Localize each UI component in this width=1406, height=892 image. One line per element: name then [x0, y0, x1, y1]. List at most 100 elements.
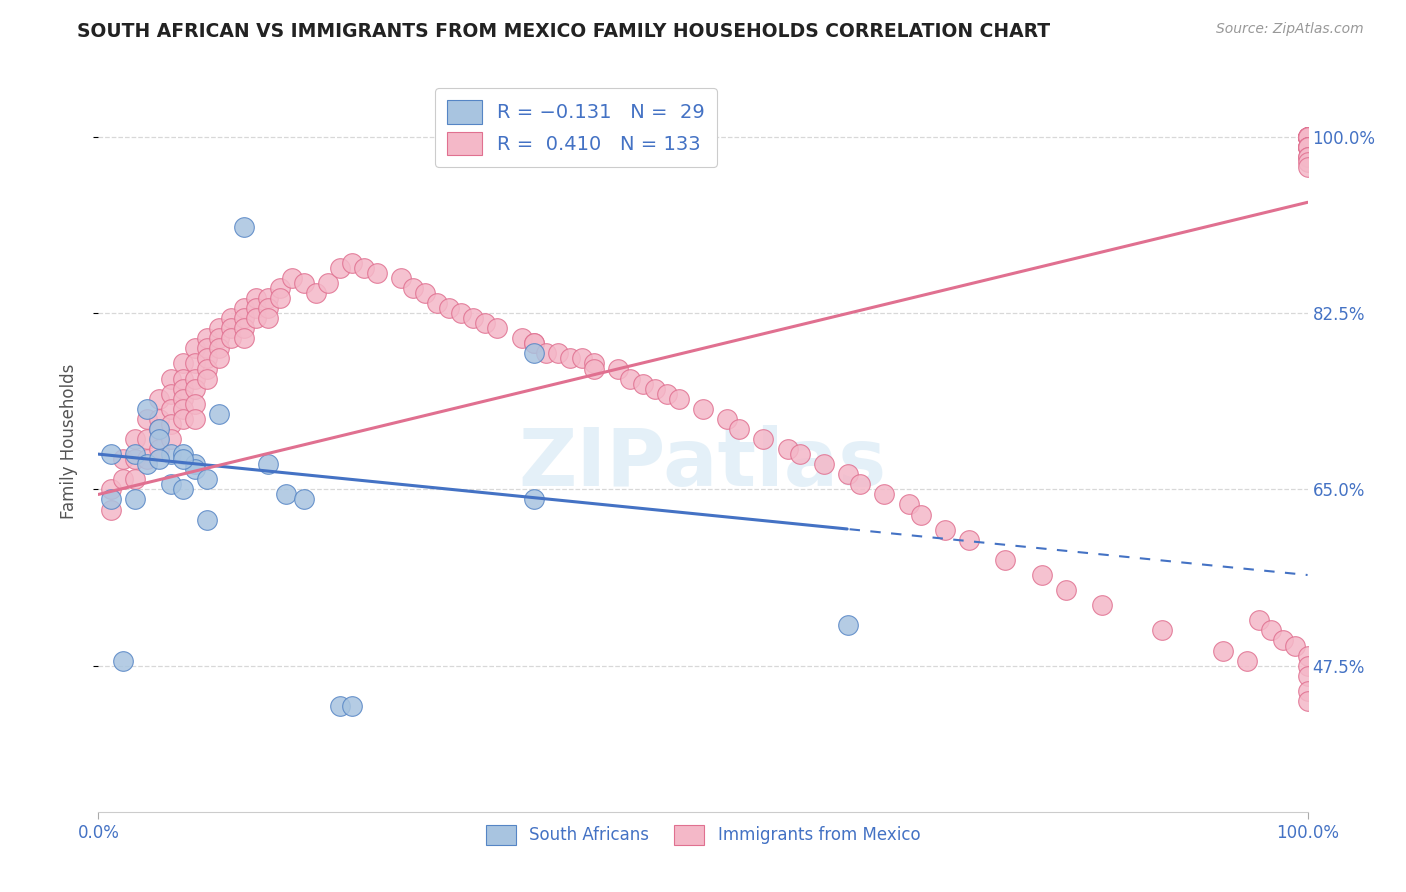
- Point: [1296, 694, 1319, 708]
- Point: [269, 281, 291, 295]
- Point: [523, 492, 546, 507]
- Point: [184, 457, 207, 471]
- Point: [402, 281, 425, 295]
- Point: [148, 422, 170, 436]
- Point: [148, 392, 170, 406]
- Point: [789, 447, 811, 461]
- Point: [172, 412, 194, 426]
- Point: [148, 452, 170, 467]
- Point: [208, 321, 231, 335]
- Point: [172, 392, 194, 406]
- Point: [160, 447, 183, 461]
- Point: [1296, 155, 1319, 169]
- Point: [100, 447, 122, 461]
- Point: [195, 361, 218, 376]
- Point: [1296, 658, 1319, 673]
- Point: [184, 342, 207, 356]
- Point: [316, 276, 339, 290]
- Point: [184, 462, 207, 476]
- Point: [873, 487, 896, 501]
- Point: [813, 457, 835, 471]
- Point: [281, 270, 304, 285]
- Point: [184, 371, 207, 385]
- Point: [100, 502, 122, 516]
- Point: [1284, 639, 1306, 653]
- Point: [148, 412, 170, 426]
- Point: [837, 618, 859, 632]
- Point: [1054, 583, 1077, 598]
- Text: ZIPatlas: ZIPatlas: [519, 425, 887, 503]
- Point: [256, 291, 278, 305]
- Point: [474, 316, 496, 330]
- Point: [342, 698, 364, 713]
- Point: [160, 386, 183, 401]
- Point: [752, 432, 775, 446]
- Point: [172, 401, 194, 416]
- Point: [184, 412, 207, 426]
- Point: [413, 285, 436, 300]
- Point: [776, 442, 799, 456]
- Point: [111, 452, 134, 467]
- Point: [245, 311, 267, 326]
- Point: [1296, 140, 1319, 154]
- Point: [172, 371, 194, 385]
- Point: [172, 356, 194, 370]
- Point: [208, 351, 231, 366]
- Point: [160, 371, 183, 385]
- Point: [1296, 160, 1319, 174]
- Point: [305, 285, 328, 300]
- Point: [619, 371, 641, 385]
- Point: [655, 386, 678, 401]
- Point: [1260, 624, 1282, 638]
- Point: [644, 382, 666, 396]
- Point: [1236, 654, 1258, 668]
- Point: [172, 382, 194, 396]
- Point: [135, 452, 157, 467]
- Point: [184, 382, 207, 396]
- Point: [148, 422, 170, 436]
- Point: [124, 452, 146, 467]
- Point: [1296, 129, 1319, 144]
- Point: [208, 407, 231, 421]
- Point: [172, 483, 194, 497]
- Point: [100, 492, 122, 507]
- Point: [1296, 150, 1319, 164]
- Point: [1296, 129, 1319, 144]
- Point: [292, 276, 315, 290]
- Point: [245, 301, 267, 315]
- Point: [148, 432, 170, 446]
- Point: [957, 533, 980, 547]
- Point: [274, 487, 297, 501]
- Point: [523, 336, 546, 351]
- Point: [463, 311, 485, 326]
- Point: [1296, 683, 1319, 698]
- Legend: South Africans, Immigrants from Mexico: South Africans, Immigrants from Mexico: [479, 818, 927, 852]
- Point: [1296, 129, 1319, 144]
- Point: [728, 422, 751, 436]
- Point: [232, 220, 254, 235]
- Point: [692, 401, 714, 416]
- Point: [195, 351, 218, 366]
- Point: [558, 351, 581, 366]
- Point: [160, 432, 183, 446]
- Point: [607, 361, 630, 376]
- Point: [1296, 150, 1319, 164]
- Point: [1249, 613, 1271, 627]
- Point: [1152, 624, 1174, 638]
- Point: [510, 331, 533, 345]
- Point: [148, 442, 170, 456]
- Point: [486, 321, 509, 335]
- Point: [329, 698, 352, 713]
- Point: [668, 392, 690, 406]
- Point: [135, 457, 157, 471]
- Point: [1031, 568, 1053, 582]
- Point: [523, 346, 546, 360]
- Point: [256, 311, 278, 326]
- Point: [208, 331, 231, 345]
- Point: [124, 447, 146, 461]
- Point: [389, 270, 412, 285]
- Point: [269, 291, 291, 305]
- Point: [221, 311, 243, 326]
- Point: [232, 311, 254, 326]
- Point: [256, 457, 278, 471]
